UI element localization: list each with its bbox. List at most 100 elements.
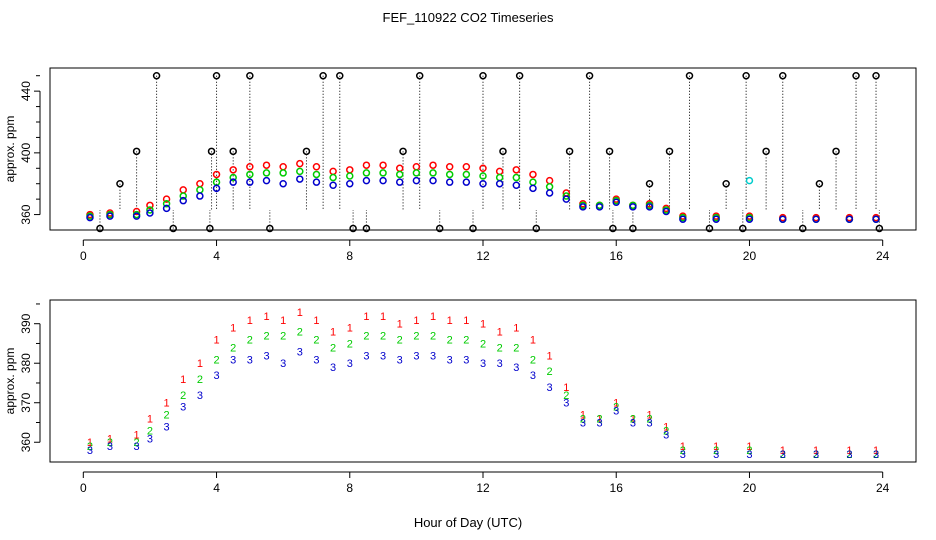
chart-title: FEF_110922 CO2 Timeseries [383,10,554,25]
y-tick-label: 440 [19,81,33,101]
point-series-1: 1 [646,410,652,422]
point-series-2: 2 [873,449,879,461]
x-tick-label: 16 [610,249,624,263]
x-tick-label: 24 [876,249,890,263]
point-series-2: 2 [313,335,319,347]
point-series-1 [445,162,454,171]
point-series-3: 3 [646,417,652,429]
point-series-1: 1 [813,445,819,457]
point-series-2: 2 [430,331,436,343]
point-series-3: 3 [164,421,170,433]
point-series-spikes [319,71,327,80]
point-series-spikes [722,179,730,188]
point-series-spikes [872,71,880,80]
point-series-1 [462,162,471,171]
point-series-3 [529,184,537,193]
point-series-3 [495,179,504,188]
point-series-2: 2 [180,390,186,402]
point-series-1: 1 [263,311,269,323]
point-series-3 [712,215,720,223]
bottom-y-axis: 360 370 380 390 [19,303,41,452]
point-series-3 [395,178,404,186]
point-series-1: 1 [134,429,140,441]
x-tick-label: 4 [213,249,220,263]
point-series-2 [262,169,271,177]
point-series-spikes [832,147,840,156]
point-series-1 [312,162,321,171]
point-series-3: 3 [680,449,686,461]
point-series-1: 1 [630,414,636,426]
x-tick-label: 4 [213,481,220,495]
point-series-3: 3 [280,358,286,370]
point-series-spikes [479,71,487,80]
point-series-1 [529,170,537,179]
point-series-3: 3 [813,449,819,461]
point-series-1: 1 [413,315,419,327]
point-series-cyan [745,176,754,185]
point-series-1 [379,161,387,169]
point-series-2: 2 [330,342,336,354]
point-series-spikes [349,224,357,233]
point-series-2: 2 [463,335,469,347]
y-tick-label: 360 [19,432,33,452]
point-series-3 [412,176,421,185]
point-series-spikes [565,147,574,156]
point-series-2 [445,170,454,179]
point-series-2: 2 [513,342,519,354]
point-series-1: 1 [547,350,553,362]
point-series-spikes [609,224,617,233]
point-series-spikes [152,71,161,80]
point-series-3: 3 [297,346,303,358]
point-series-2: 2 [530,354,536,366]
point-series-3: 3 [230,354,236,366]
point-series-2: 2 [580,414,586,426]
point-series-2: 2 [247,335,253,347]
point-series-2 [529,178,537,186]
point-series-spikes [415,71,424,80]
point-series-1: 1 [330,327,336,339]
point-series-1: 1 [480,319,486,331]
point-series-2: 2 [280,331,286,343]
point-series-3 [429,176,437,185]
point-series-3 [462,178,471,186]
point-series-1 [179,186,187,194]
point-series-spikes [266,224,274,233]
point-series-1: 1 [663,421,669,433]
point-series-1: 1 [713,441,719,453]
point-series-2: 2 [230,342,236,354]
point-series-1: 1 [397,319,403,331]
point-series-spikes [132,147,141,156]
point-series-3 [595,203,604,211]
point-series-3 [579,203,587,211]
point-series-spikes [685,71,694,80]
point-series-1: 1 [846,445,852,457]
point-series-1 [246,162,254,171]
point-series-1: 1 [87,437,93,449]
x-tick-label: 16 [610,481,624,495]
point-series-3 [479,179,487,188]
point-series-3 [196,192,204,200]
point-series-3 [562,195,571,203]
point-series-1 [512,166,521,174]
point-series-2 [412,169,421,177]
point-series-spikes [399,147,407,156]
point-series-3: 3 [480,358,486,370]
point-series-3: 3 [330,362,336,374]
point-series-3: 3 [263,350,269,362]
point-series-2 [296,167,304,176]
point-series-2: 2 [746,445,752,457]
point-series-spikes [585,71,594,80]
point-series-1 [279,162,287,171]
point-series-spikes [206,224,214,233]
point-series-3 [346,179,354,188]
x-tick-label: 12 [476,481,490,495]
point-series-1: 1 [363,311,369,323]
point-series-3: 3 [780,449,786,461]
point-series-3 [512,181,521,190]
point-series-1: 1 [380,311,386,323]
point-series-2 [146,206,154,214]
point-series-1 [162,195,171,203]
point-series-2: 2 [363,331,369,343]
point-series-2: 2 [147,425,153,437]
